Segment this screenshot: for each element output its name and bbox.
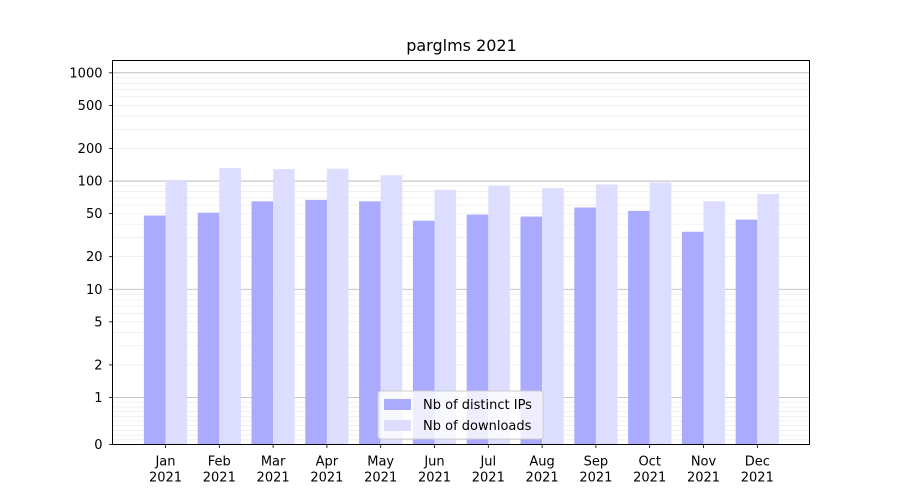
x-tick-label-year: 2021 [687, 471, 720, 486]
y-tick-label: 200 [78, 142, 103, 157]
bar-distinct-ips [359, 201, 381, 445]
legend: Nb of distinct IPs Nb of downloads [377, 390, 544, 440]
x-tick-label-year: 2021 [310, 471, 343, 486]
y-tick-label: 500 [78, 99, 103, 114]
x-tick-label-month: Sep [584, 455, 609, 470]
x-tick-label-month: Jul [479, 455, 496, 470]
x-tick-label-year: 2021 [526, 471, 559, 486]
chart-title: parglms 2021 [406, 36, 517, 55]
x-tick-label-year: 2021 [364, 471, 397, 486]
bar-distinct-ips [735, 219, 758, 445]
y-tick-label: 10 [86, 283, 103, 298]
x-tick-label-month: Aug [529, 455, 554, 470]
plot-area-frame [112, 60, 810, 445]
legend-swatch [384, 420, 411, 431]
bar-downloads [595, 184, 618, 445]
y-tick-label: 1 [94, 391, 102, 406]
x-tick-label-year: 2021 [472, 471, 505, 486]
x-tick-label-month: Jan [154, 455, 175, 470]
bar-distinct-ips [143, 215, 166, 445]
y-tick-label: 100 [78, 175, 103, 190]
legend-box [377, 390, 544, 440]
legend-label: Nb of downloads [423, 419, 532, 434]
bar-downloads [542, 188, 564, 445]
bar-downloads [380, 175, 403, 445]
bar-distinct-ips [305, 199, 327, 445]
x-tick-label-year: 2021 [257, 471, 290, 486]
bar-downloads [757, 193, 779, 445]
bar-downloads [649, 182, 672, 445]
x-tick-label-month: Feb [208, 455, 231, 470]
y-tick-label: 2 [94, 358, 102, 373]
legend-label: Nb of distinct IPs [423, 398, 532, 413]
bar-downloads [219, 168, 241, 445]
x-tick-label-month: Nov [691, 455, 717, 470]
x-tick-label-month: Apr [316, 455, 339, 470]
bar-downloads [434, 189, 457, 445]
bar-downloads [703, 201, 726, 445]
x-tick-label-year: 2021 [633, 471, 666, 486]
y-tick-label: 50 [86, 207, 103, 222]
x-tick-label-year: 2021 [203, 471, 236, 486]
bar-distinct-ips [197, 212, 220, 445]
bar-distinct-ips [412, 220, 435, 445]
bar-distinct-ips [681, 231, 704, 445]
bar-distinct-ips [628, 210, 650, 445]
axes: 01251020501002005001000Jan2021Feb2021Mar… [69, 66, 773, 485]
x-tick-label-month: Mar [261, 455, 286, 470]
y-tick-label: 1000 [69, 66, 102, 81]
x-tick-label-month: Jun [423, 455, 444, 470]
x-tick-label-year: 2021 [418, 471, 451, 486]
legend-swatch [384, 399, 411, 410]
bar-downloads [273, 169, 295, 445]
x-tick-label-year: 2021 [149, 471, 182, 486]
bar-downloads [488, 185, 510, 445]
x-tick-label-month: Dec [745, 455, 770, 470]
y-tick-label: 0 [94, 438, 102, 453]
y-tick-label: 5 [94, 315, 102, 330]
bar-downloads [165, 180, 188, 445]
bars [143, 168, 779, 445]
bar-downloads [326, 168, 349, 445]
bar-distinct-ips [466, 214, 489, 445]
x-tick-label-year: 2021 [579, 471, 612, 486]
x-tick-label-month: Oct [638, 455, 660, 470]
y-tick-label: 20 [86, 250, 103, 265]
x-tick-label-month: May [367, 455, 394, 470]
x-tick-label-year: 2021 [741, 471, 774, 486]
bar-distinct-ips [520, 216, 543, 445]
bar-distinct-ips [251, 201, 274, 445]
bar-distinct-ips [574, 207, 596, 445]
